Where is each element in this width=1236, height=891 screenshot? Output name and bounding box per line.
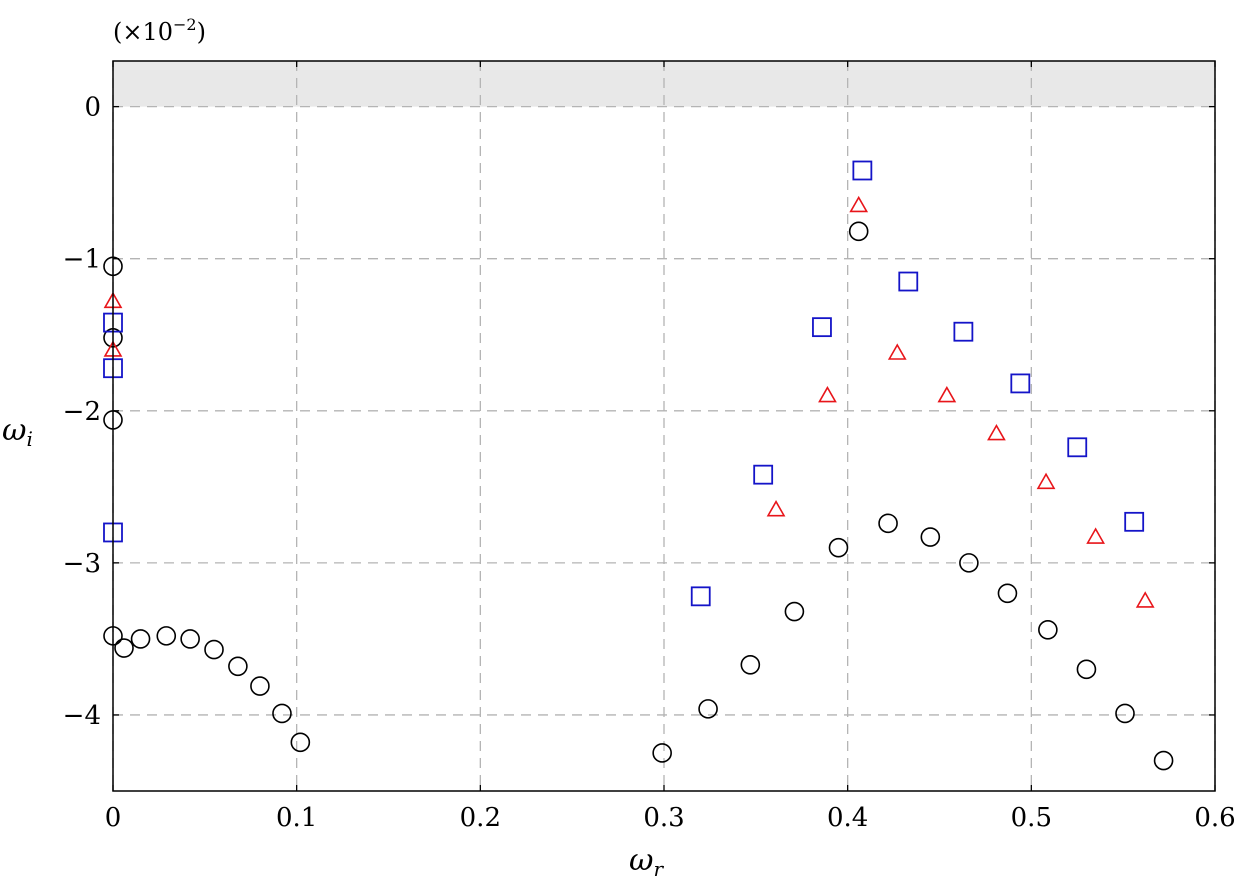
data-point-circle bbox=[1153, 750, 1174, 771]
y-tick-label: −1 bbox=[63, 245, 101, 275]
data-point-circle bbox=[204, 639, 224, 660]
data-point-circle bbox=[997, 583, 1018, 604]
data-point-circle bbox=[156, 626, 177, 646]
data-point-circle bbox=[180, 629, 200, 649]
data-point-circle bbox=[920, 527, 941, 547]
data-point-triangle bbox=[887, 343, 907, 360]
x-tick-label: 0.6 bbox=[1194, 803, 1235, 833]
data-point-circle bbox=[698, 699, 718, 719]
data-point-square bbox=[753, 464, 774, 485]
x-tick-label: 0.1 bbox=[276, 803, 317, 833]
grid-lines bbox=[112, 61, 1216, 791]
data-point-square bbox=[852, 160, 873, 181]
data-point-square bbox=[953, 321, 974, 342]
data-point-triangle bbox=[1135, 591, 1155, 608]
data-point-circle bbox=[114, 638, 134, 658]
y-ticks: 0 −1 −2 −3 −4 bbox=[63, 93, 1215, 731]
data-point-circle bbox=[272, 703, 292, 724]
data-point-circle bbox=[1115, 703, 1135, 724]
y-tick-label: 0 bbox=[84, 93, 101, 123]
y-tick-label: −2 bbox=[63, 397, 101, 427]
data-point-circle bbox=[290, 732, 311, 753]
data-point-triangle bbox=[1086, 527, 1105, 544]
y-axis-label: ωi bbox=[2, 413, 33, 451]
data-point-circle bbox=[652, 743, 672, 763]
x-tick-label: 0.4 bbox=[827, 803, 868, 833]
x-tick-label: 0.2 bbox=[460, 803, 501, 833]
x-tick-label: 0 bbox=[105, 803, 122, 833]
data-point-circle bbox=[250, 676, 270, 696]
data-point-triangle bbox=[766, 500, 786, 517]
y-multiplier-label: (×10−2) bbox=[113, 15, 206, 46]
data-point-circle bbox=[1076, 659, 1097, 680]
y-tick-label: −3 bbox=[63, 549, 101, 579]
data-point-triangle bbox=[1036, 472, 1056, 490]
plot-frame bbox=[112, 60, 1216, 792]
data-point-triangle bbox=[818, 385, 837, 403]
data-point-triangle bbox=[849, 195, 869, 213]
data-point-square bbox=[690, 586, 711, 607]
data-point-square bbox=[1067, 437, 1088, 458]
data-points bbox=[103, 160, 1174, 771]
x-axis-label: ωr bbox=[629, 843, 664, 881]
data-point-circle bbox=[130, 629, 151, 649]
x-tick-label: 0.3 bbox=[643, 803, 684, 833]
y-tick-label: −4 bbox=[63, 701, 101, 731]
data-point-circle bbox=[784, 601, 805, 622]
data-point-square bbox=[1010, 373, 1031, 394]
x-ticks: 0 0.1 0.2 0.3 0.4 0.5 0.6 bbox=[105, 61, 1236, 833]
data-point-circle bbox=[1038, 619, 1058, 640]
data-point-circle bbox=[959, 553, 979, 573]
data-point-square bbox=[898, 271, 919, 292]
data-point-circle bbox=[740, 654, 761, 675]
data-point-triangle bbox=[987, 423, 1006, 441]
x-tick-label: 0.5 bbox=[1011, 803, 1052, 833]
data-point-square bbox=[1124, 511, 1145, 532]
data-point-circle bbox=[848, 221, 869, 242]
data-point-circle bbox=[878, 513, 898, 534]
data-point-circle bbox=[828, 537, 849, 558]
data-point-square bbox=[812, 317, 832, 338]
data-point-circle bbox=[228, 656, 248, 677]
data-point-triangle bbox=[937, 385, 957, 403]
